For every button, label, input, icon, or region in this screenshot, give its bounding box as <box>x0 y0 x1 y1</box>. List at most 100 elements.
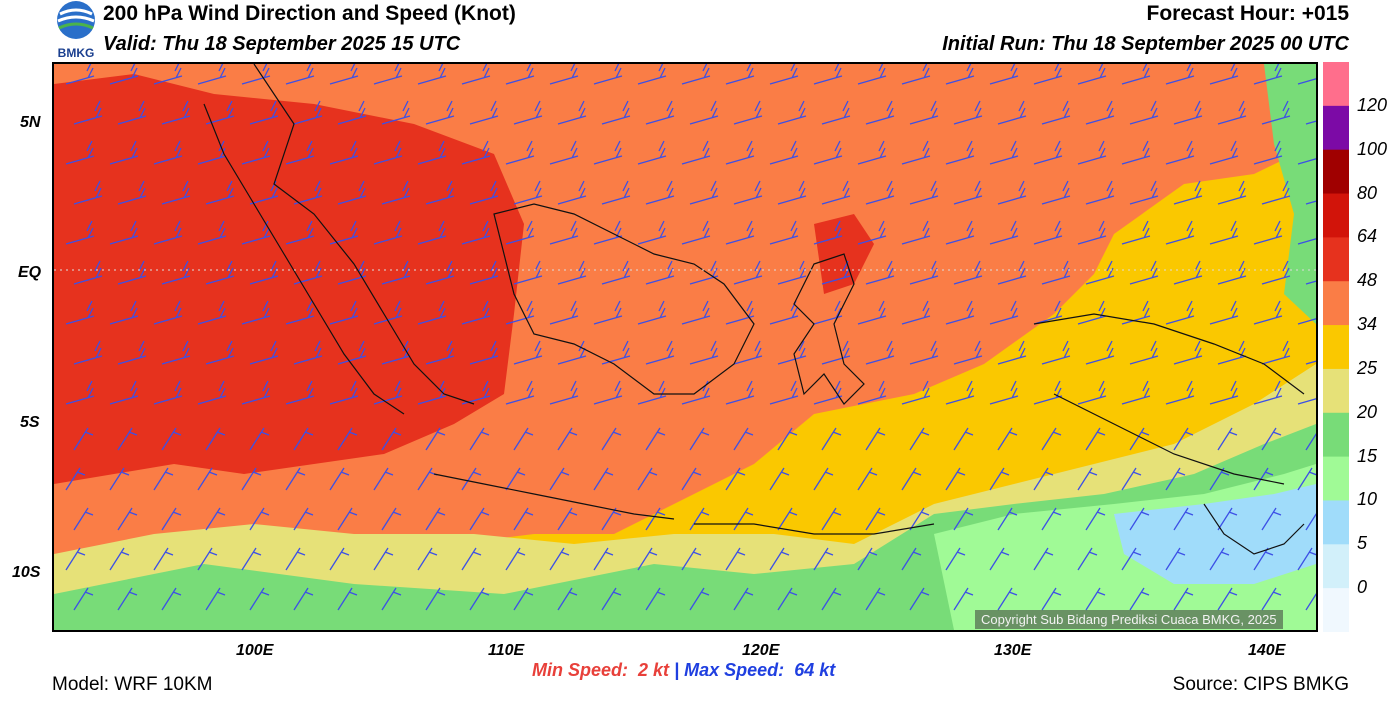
wind-barb <box>117 507 138 531</box>
wind-barb <box>73 260 103 285</box>
wind-barb <box>865 180 895 205</box>
wind-barb <box>813 547 834 571</box>
wind-barb <box>1209 300 1239 325</box>
wind-barb <box>593 64 623 85</box>
wind-barb <box>505 140 535 165</box>
wind-barb <box>469 340 499 365</box>
wind-barb <box>901 380 931 405</box>
wind-barb <box>689 340 719 365</box>
wind-barb <box>1077 547 1098 571</box>
wind-barb <box>381 587 402 611</box>
wind-barb <box>945 140 975 165</box>
wind-barb <box>593 547 614 571</box>
wind-barb <box>813 220 843 245</box>
wind-barb <box>1085 260 1115 285</box>
wind-barb <box>909 507 930 531</box>
wind-barb <box>593 220 623 245</box>
wind-barb <box>65 467 86 491</box>
wind-barb <box>65 220 95 245</box>
wind-barb <box>557 427 578 451</box>
xtick-100e: 100E <box>236 642 274 659</box>
wind-barb <box>373 547 394 571</box>
wind-barb <box>249 507 270 531</box>
wind-barb <box>1041 180 1071 205</box>
wind-barb <box>1129 587 1150 611</box>
wind-barb <box>1209 547 1230 571</box>
wind-barb <box>117 340 147 365</box>
wind-barb <box>1129 180 1159 205</box>
wind-barb <box>337 587 358 611</box>
wind-barb <box>417 547 438 571</box>
wind-barb <box>1077 64 1107 85</box>
wind-barb <box>637 547 658 571</box>
borneo-coast <box>493 203 755 395</box>
wind-barb <box>1217 340 1247 365</box>
wind-barb <box>1041 100 1071 125</box>
wind-barb <box>425 587 446 611</box>
wind-barb <box>1173 507 1194 531</box>
wind-barb <box>1121 547 1142 571</box>
nusa-tenggara-coast <box>694 523 935 535</box>
wind-barb <box>637 64 667 85</box>
wind-barb <box>1305 433 1316 451</box>
wind-barb <box>65 547 86 571</box>
wind-barb <box>161 587 182 611</box>
ytick-5n: 5N <box>20 114 41 131</box>
wind-barb <box>1173 180 1203 205</box>
wind-barb <box>197 380 227 405</box>
colorbar-label: 80 <box>1357 182 1378 203</box>
wind-barb <box>953 100 983 125</box>
wind-barb <box>681 64 711 85</box>
wind-barb <box>461 300 491 325</box>
wind-barb <box>821 180 851 205</box>
wind-barb <box>865 587 886 611</box>
wind-barb <box>1209 220 1239 245</box>
wind-barb <box>865 260 895 285</box>
wind-barb <box>153 140 183 165</box>
wind-barb <box>1165 547 1186 571</box>
wind-barb <box>857 64 887 85</box>
wind-barb <box>469 100 499 125</box>
wind-barb <box>1033 467 1054 491</box>
wind-barb <box>73 507 94 531</box>
wind-barb <box>813 380 843 405</box>
wind-barb <box>1041 507 1062 531</box>
wind-barb <box>1217 100 1247 125</box>
wind-barb <box>197 547 218 571</box>
wind-barb <box>645 180 675 205</box>
wind-barb <box>901 220 931 245</box>
wind-barb <box>109 64 139 85</box>
wind-barb <box>293 260 323 285</box>
wind-barb <box>601 340 631 365</box>
wind-barb <box>425 180 455 205</box>
wind-barb <box>1121 64 1151 85</box>
max-speed-label: Max Speed: <box>684 660 785 680</box>
colorbar-label: 25 <box>1357 357 1378 378</box>
wind-barb <box>293 427 314 451</box>
wind-barb <box>733 100 763 125</box>
wind-barb <box>901 300 931 325</box>
wind-barb <box>1305 120 1316 125</box>
wind-barb <box>1173 587 1194 611</box>
wind-barb <box>725 64 755 85</box>
wind-barb <box>513 587 534 611</box>
wind-barb <box>857 220 887 245</box>
colorbar-label: 20 <box>1357 401 1378 422</box>
wind-barb <box>417 220 447 245</box>
wind-barb <box>1033 140 1063 165</box>
wind-barb <box>549 220 579 245</box>
wind-barb <box>469 427 490 451</box>
wind-barb <box>1033 547 1054 571</box>
wind-barb <box>557 100 587 125</box>
wind-barb <box>65 64 95 85</box>
wind-barb <box>1129 100 1159 125</box>
wind-barb <box>601 427 622 451</box>
colorbar-swatch <box>1323 62 1349 107</box>
wind-barb <box>65 140 95 165</box>
wind-barb <box>1033 380 1063 405</box>
max-speed-value: 64 kt <box>794 660 836 680</box>
wind-barb <box>1305 360 1316 365</box>
wind-barb <box>865 427 886 451</box>
xtick-130e: 130E <box>994 642 1032 659</box>
wind-barb <box>689 180 719 205</box>
